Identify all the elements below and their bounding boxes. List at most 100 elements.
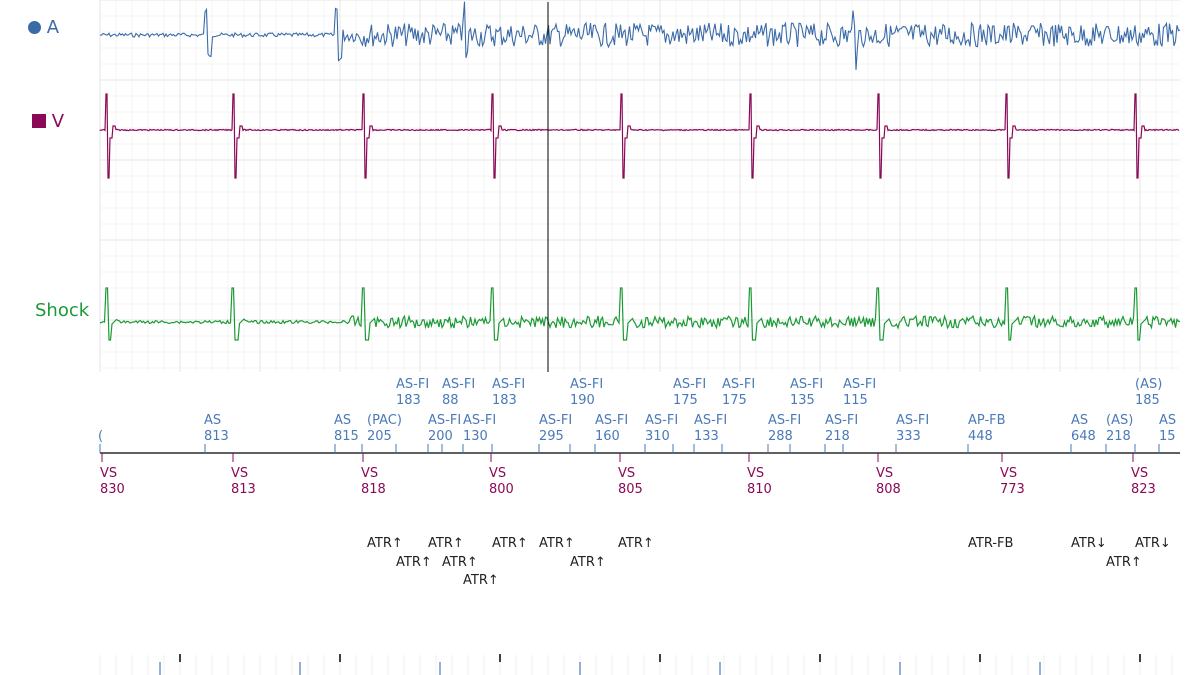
- ventricular-marker-value: 818: [361, 482, 386, 497]
- atrial-marker-label: AS-FI: [694, 413, 727, 428]
- ventricular-marker-label: VS: [1000, 466, 1017, 481]
- atrial-marker-label: AS-FI: [645, 413, 678, 428]
- atrial-marker-label: AS-FI: [825, 413, 858, 428]
- atr-event-marker: ATR↓: [1135, 536, 1171, 551]
- atrial-marker-value: 88: [442, 393, 459, 408]
- atrial-marker-label: AS-FI: [673, 377, 706, 392]
- atr-event-markers: ATR↑ ATR↑ ATR↑ ATR↑ ATR↑ ATR↑ ATR↑ ATR↑ ATR↑ ATR-…: [367, 536, 1171, 588]
- atrial-marker-value: 448: [968, 429, 993, 444]
- atrial-marker-value: 813: [204, 429, 229, 444]
- atr-event-marker: ATR↑: [396, 555, 432, 570]
- ventricular-marker-label: VS: [489, 466, 506, 481]
- atr-event-marker: ATR-FB: [968, 536, 1013, 551]
- atrial-marker-label: AP-FB: [968, 413, 1006, 428]
- atr-event-marker: ATR↑: [570, 555, 606, 570]
- atrial-marker-value: 15: [1159, 429, 1176, 444]
- circle-icon: [28, 21, 41, 34]
- atr-event-marker: ATR↑: [428, 536, 464, 551]
- atrial-marker-value: 160: [595, 429, 620, 444]
- atrial-marker-value: 133: [694, 429, 719, 444]
- atrial-marker-label: AS-FI: [722, 377, 755, 392]
- atrial-marker-value: 295: [539, 429, 564, 444]
- atrial-marker-value: 218: [1106, 429, 1131, 444]
- ventricular-marker-label: VS: [361, 466, 378, 481]
- atrial-marker-value: 200: [428, 429, 453, 444]
- atrial-marker-label: AS-FI: [428, 413, 461, 428]
- atrial-marker-value: 185: [1135, 393, 1160, 408]
- ventricular-marker-value: 800: [489, 482, 514, 497]
- atrial-marker: (PAC)205: [367, 413, 402, 444]
- atr-event-marker: ATR↑: [618, 536, 654, 551]
- ventricular-marker-label: VS: [618, 466, 635, 481]
- atrial-marker-label: AS-FI: [896, 413, 929, 428]
- atrial-marker: (: [98, 429, 103, 444]
- channel-a-label: A: [28, 18, 59, 38]
- atrial-marker-label: AS: [204, 413, 221, 428]
- ventricular-marker-label: VS: [876, 466, 893, 481]
- ventricular-marker-value: 808: [876, 482, 901, 497]
- atr-event-marker: ATR↑: [1106, 555, 1142, 570]
- atrial-marker-value: 130: [463, 429, 488, 444]
- atrial-marker-value: 175: [722, 393, 747, 408]
- atrial-marker-value: 183: [396, 393, 421, 408]
- atr-event-marker: ATR↑: [492, 536, 528, 551]
- atrial-markers-row2: (AS813AS815(PAC)205AS-FI200AS-FI130AS-FI…: [98, 413, 1176, 444]
- atrial-marker-value: 288: [768, 429, 793, 444]
- atr-event-marker: ATR↑: [367, 536, 403, 551]
- atrial-marker-value: 310: [645, 429, 670, 444]
- atrial-marker-value: (: [98, 429, 103, 444]
- atrial-marker-label: AS-FI: [396, 377, 429, 392]
- atrial-marker-label: AS-FI: [442, 377, 475, 392]
- channel-shock-label: Shock: [35, 301, 89, 321]
- atrial-marker-value: 175: [673, 393, 698, 408]
- atrial-marker-value: 648: [1071, 429, 1096, 444]
- atrial-marker-label: AS: [334, 413, 351, 428]
- atrial-marker-label: AS-FI: [768, 413, 801, 428]
- atrial-marker-label: AS-FI: [595, 413, 628, 428]
- atrial-marker: (AS)185: [1135, 377, 1162, 408]
- atrial-marker-label: AS-FI: [843, 377, 876, 392]
- atrial-marker-value: 135: [790, 393, 815, 408]
- ventricular-marker-value: 773: [1000, 482, 1025, 497]
- atrial-marker-value: 190: [570, 393, 595, 408]
- ventricular-marker-label: VS: [231, 466, 248, 481]
- ventricular-marker-value: 805: [618, 482, 643, 497]
- atrial-marker-label: (AS): [1135, 377, 1162, 392]
- atrial-marker-label: AS: [1159, 413, 1176, 428]
- ventricular-marker-value: 810: [747, 482, 772, 497]
- atrial-marker-label: AS-FI: [539, 413, 572, 428]
- marker-ticks: [99, 444, 1160, 462]
- channel-v-text: V: [51, 111, 65, 132]
- atrial-marker-label: AS-FI: [570, 377, 603, 392]
- atrial-marker: (AS)218: [1106, 413, 1133, 444]
- atrial-marker-label: AS-FI: [463, 413, 496, 428]
- atrial-marker-label: AS-FI: [492, 377, 525, 392]
- atrial-marker-label: (PAC): [367, 413, 402, 428]
- atrial-marker-value: 815: [334, 429, 359, 444]
- atrial-marker-value: 218: [825, 429, 850, 444]
- grid: [99, 0, 1180, 372]
- channel-shock-text: Shock: [35, 300, 90, 321]
